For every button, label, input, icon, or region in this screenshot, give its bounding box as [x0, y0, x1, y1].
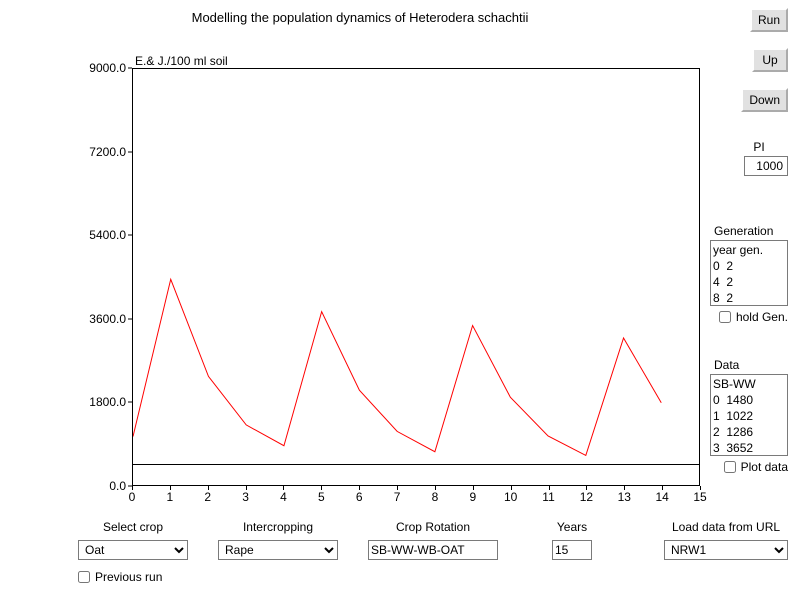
- y-tick-label: 5400.0: [82, 228, 126, 242]
- threshold-line: [133, 464, 699, 465]
- x-tick-label: 4: [280, 490, 287, 504]
- x-tick-label: 7: [394, 490, 401, 504]
- x-tick-label: 6: [356, 490, 363, 504]
- x-tick-label: 5: [318, 490, 325, 504]
- x-tick-mark: [359, 486, 360, 490]
- x-tick-mark: [511, 486, 512, 490]
- run-button[interactable]: Run: [750, 8, 788, 32]
- x-tick-label: 15: [693, 490, 706, 504]
- x-tick-label: 2: [204, 490, 211, 504]
- y-tick-mark: [128, 402, 132, 403]
- x-tick-mark: [283, 486, 284, 490]
- x-tick-mark: [321, 486, 322, 490]
- x-tick-label: 11: [542, 490, 554, 504]
- plot-data-checkbox-row[interactable]: Plot data: [724, 460, 788, 474]
- years-input[interactable]: [552, 540, 592, 560]
- x-tick-mark: [170, 486, 171, 490]
- data-label: Data: [714, 358, 792, 372]
- x-tick-label: 3: [242, 490, 249, 504]
- x-tick-label: 1: [167, 490, 174, 504]
- x-tick-mark: [208, 486, 209, 490]
- x-tick-mark: [132, 486, 133, 490]
- down-button[interactable]: Down: [741, 88, 788, 112]
- x-tick-mark: [246, 486, 247, 490]
- previous-run-checkbox-row[interactable]: Previous run: [78, 570, 162, 584]
- x-tick-label: 8: [432, 490, 439, 504]
- series-line: [133, 279, 661, 455]
- select-crop-dropdown[interactable]: Oat: [78, 540, 188, 560]
- x-tick-mark: [624, 486, 625, 490]
- intercropping-label: Intercropping: [218, 520, 338, 534]
- hold-gen-checkbox-row[interactable]: hold Gen.: [719, 310, 788, 324]
- chart-title: Modelling the population dynamics of Het…: [0, 10, 720, 25]
- previous-run-checkbox[interactable]: [78, 571, 90, 583]
- x-tick-label: 14: [655, 490, 668, 504]
- y-tick-mark: [128, 68, 132, 69]
- y-tick-mark: [128, 235, 132, 236]
- years-label: Years: [552, 520, 592, 534]
- crop-rotation-label: Crop Rotation: [368, 520, 498, 534]
- generation-label: Generation: [714, 224, 792, 238]
- previous-run-label: Previous run: [95, 570, 162, 584]
- x-tick-label: 10: [504, 490, 517, 504]
- pi-input[interactable]: [744, 156, 788, 176]
- chart-svg: [133, 69, 699, 485]
- plot-data-label: Plot data: [741, 460, 788, 474]
- x-tick-label: 0: [129, 490, 136, 504]
- crop-rotation-input[interactable]: [368, 540, 498, 560]
- intercropping-dropdown[interactable]: Rape: [218, 540, 338, 560]
- x-tick-mark: [586, 486, 587, 490]
- y-tick-label: 1800.0: [82, 395, 126, 409]
- y-tick-label: 9000.0: [82, 61, 126, 75]
- hold-gen-checkbox[interactable]: [719, 311, 731, 323]
- y-tick-mark: [128, 151, 132, 152]
- y-tick-mark: [128, 318, 132, 319]
- y-tick-label: 7200.0: [82, 145, 126, 159]
- x-tick-mark: [473, 486, 474, 490]
- data-listbox[interactable]: SB-WW 0 1480 1 1022 2 1286 3 3652: [710, 374, 788, 456]
- y-tick-label: 0.0: [82, 479, 126, 493]
- y-axis-label: E.& J./100 ml soil: [135, 54, 228, 68]
- load-url-label: Load data from URL: [664, 520, 788, 534]
- up-button[interactable]: Up: [752, 48, 788, 72]
- x-tick-label: 9: [469, 490, 476, 504]
- x-tick-mark: [397, 486, 398, 490]
- hold-gen-label: hold Gen.: [736, 310, 788, 324]
- load-url-dropdown[interactable]: NRW1: [664, 540, 788, 560]
- x-tick-mark: [662, 486, 663, 490]
- chart-area: [132, 68, 700, 486]
- x-tick-label: 13: [618, 490, 631, 504]
- x-tick-mark: [549, 486, 550, 490]
- y-tick-label: 3600.0: [82, 312, 126, 326]
- x-tick-mark: [700, 486, 701, 490]
- pi-label: PI: [734, 140, 784, 154]
- x-tick-mark: [435, 486, 436, 490]
- generation-listbox[interactable]: year gen. 0 2 4 2 8 2: [710, 240, 788, 306]
- select-crop-label: Select crop: [78, 520, 188, 534]
- plot-data-checkbox[interactable]: [724, 461, 736, 473]
- x-tick-label: 12: [580, 490, 593, 504]
